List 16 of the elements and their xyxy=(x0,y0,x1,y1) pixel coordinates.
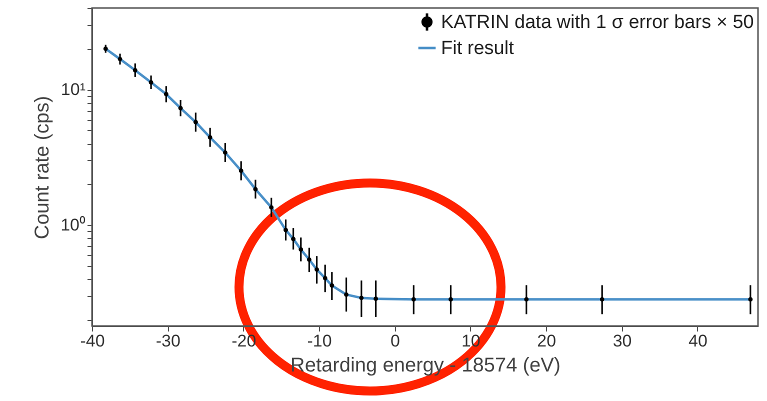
point xyxy=(314,267,320,272)
y-tick-label: 10¹ xyxy=(60,80,86,100)
x-tick-label: 40 xyxy=(688,332,708,350)
x-tick-label: -20 xyxy=(232,332,256,350)
x-tick-label: 0 xyxy=(390,332,400,350)
x-tick-label: 30 xyxy=(612,332,632,350)
legend-label: KATRIN data with 1 σ error bars × 50 xyxy=(441,12,754,33)
y-tick-label: 10⁰ xyxy=(60,216,86,235)
x-tick-label: -30 xyxy=(156,332,180,350)
y-axis-title: Count rate (cps) xyxy=(32,96,54,240)
x-axis-title: Retarding energy - 18574 (eV) xyxy=(290,354,561,376)
x-tick-label: 20 xyxy=(537,332,556,350)
point xyxy=(284,228,288,232)
x-tick-label: -40 xyxy=(80,332,105,350)
x-tick-label: -10 xyxy=(307,332,332,350)
legend-label: Fit result xyxy=(441,38,515,59)
